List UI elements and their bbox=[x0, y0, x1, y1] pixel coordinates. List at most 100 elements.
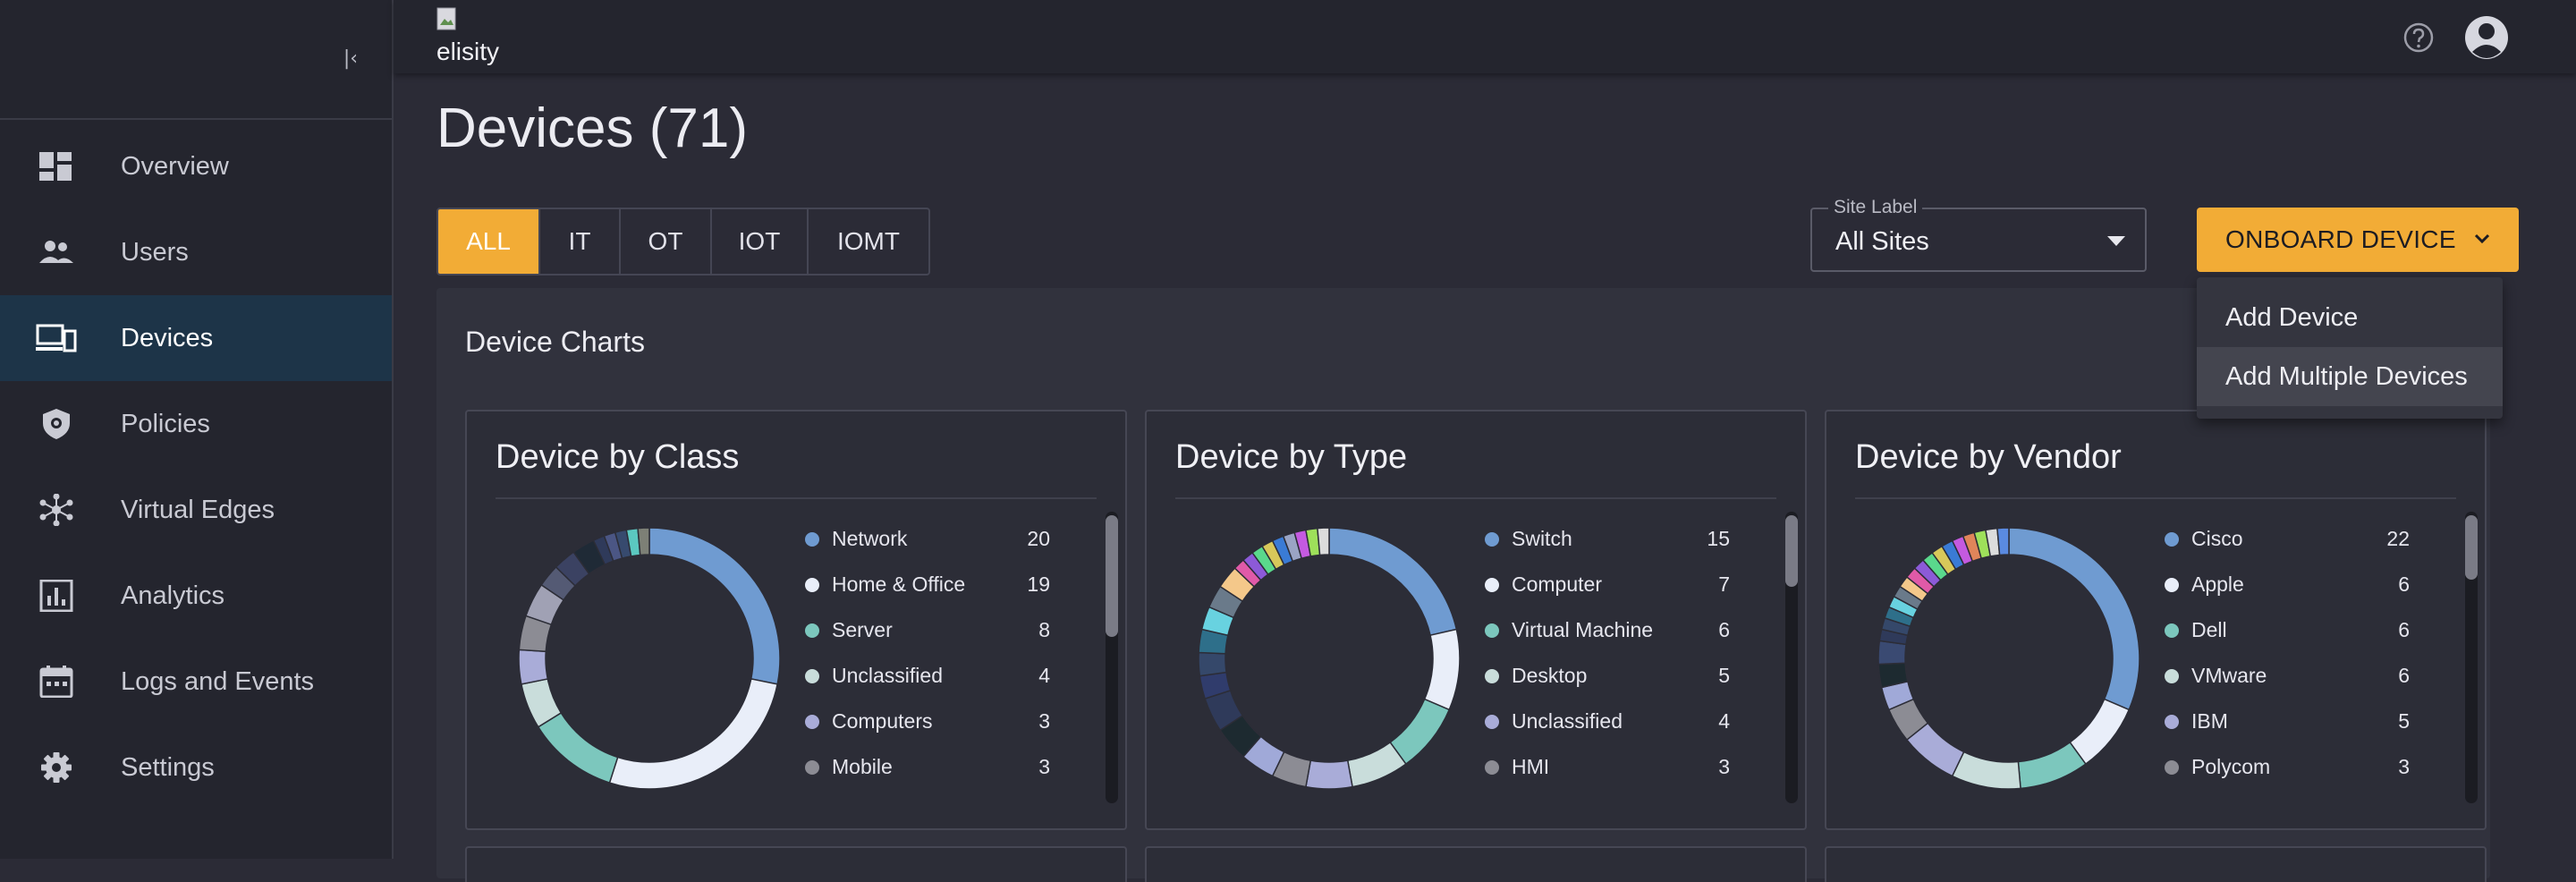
tab-it[interactable]: IT bbox=[540, 209, 621, 274]
legend-label: Home & Office bbox=[832, 572, 966, 596]
legend-item[interactable]: Desktop 5 bbox=[1485, 661, 1762, 707]
donut-slice-server[interactable] bbox=[537, 711, 619, 784]
legend-count: 3 bbox=[1718, 755, 1730, 778]
sidebar-item-devices[interactable]: Devices bbox=[0, 295, 392, 381]
legend-dot bbox=[2165, 669, 2179, 683]
legend-count: 15 bbox=[1707, 527, 1730, 550]
legend-count: 5 bbox=[2398, 709, 2410, 733]
menu-item-add-device[interactable]: Add Device bbox=[2225, 303, 2359, 332]
legend-item[interactable]: Switch 15 bbox=[1485, 524, 1762, 570]
sidebar-item-label: Policies bbox=[121, 409, 210, 438]
broken-image-icon bbox=[436, 7, 456, 30]
chart-card-device-by-class: Device by Class Network 20 Home & Office 19… bbox=[465, 410, 1127, 830]
legend-dot bbox=[2165, 760, 2179, 775]
legend-count: 6 bbox=[2398, 618, 2410, 641]
tab-ot[interactable]: OT bbox=[621, 209, 712, 274]
donut-slice-unclassified[interactable] bbox=[1305, 759, 1353, 790]
legend-dot bbox=[1485, 669, 1499, 683]
chart-title: Device by Type bbox=[1175, 438, 1408, 476]
legend-item[interactable]: Network 20 bbox=[805, 524, 1082, 570]
donut-slice-home-office[interactable] bbox=[608, 678, 778, 790]
collapse-sidebar-icon[interactable]: |‹ bbox=[343, 47, 359, 70]
sidebar-item-users[interactable]: Users bbox=[0, 209, 392, 295]
legend-item[interactable]: Server 8 bbox=[805, 615, 1082, 661]
legend-scrollbar-thumb[interactable] bbox=[2465, 515, 2478, 580]
legend-count: 4 bbox=[1038, 664, 1050, 687]
legend-item[interactable]: Polycom 3 bbox=[2165, 752, 2442, 798]
legend-label: Cisco bbox=[2191, 527, 2243, 550]
legend-count: 20 bbox=[1027, 527, 1050, 550]
donut-slice-other[interactable] bbox=[637, 527, 650, 556]
legend-item[interactable]: Mobile 3 bbox=[805, 752, 1082, 798]
sidebar-item-overview[interactable]: Overview bbox=[0, 123, 392, 209]
donut-slice-cisco[interactable] bbox=[2008, 527, 2140, 711]
donut-slice-other[interactable] bbox=[1996, 527, 2010, 556]
legend-item[interactable]: HMI 3 bbox=[1485, 752, 1762, 798]
donut-slice-vmware[interactable] bbox=[1951, 751, 2021, 790]
donut-chart-device-by-class bbox=[518, 527, 781, 790]
shield-icon bbox=[43, 409, 70, 439]
legend-dot bbox=[1485, 532, 1499, 547]
users-icon bbox=[39, 241, 73, 263]
device-category-tabs: ALL IT OT IOT IOMT bbox=[436, 208, 930, 276]
donut-slice-other[interactable] bbox=[1317, 527, 1330, 556]
legend-item[interactable]: Home & Office 19 bbox=[805, 570, 1082, 615]
site-label-select[interactable]: Site Label All Sites bbox=[1810, 197, 2147, 272]
donut-slice-computer[interactable] bbox=[1423, 628, 1461, 711]
legend-item[interactable]: Apple 6 bbox=[2165, 570, 2442, 615]
onboard-device-menu: Add Device Add Multiple Devices bbox=[2197, 277, 2503, 419]
legend-item[interactable]: Unclassified 4 bbox=[805, 661, 1082, 707]
legend-scrollbar-thumb[interactable] bbox=[1785, 515, 1798, 587]
legend-count: 3 bbox=[1038, 709, 1050, 733]
donut-slice-other[interactable] bbox=[1198, 651, 1227, 677]
legend-item[interactable]: Computer 7 bbox=[1485, 570, 1762, 615]
site-label-value: All Sites bbox=[1835, 227, 1929, 256]
legend-scrollbar-thumb[interactable] bbox=[1106, 515, 1118, 637]
sidebar-item-settings[interactable]: Settings bbox=[0, 725, 392, 810]
divider bbox=[496, 497, 1097, 499]
network-hub-icon bbox=[39, 494, 73, 526]
legend-label: Computer bbox=[1512, 572, 1602, 596]
donut-chart-device-by-type bbox=[1198, 527, 1461, 790]
legend-label: Apple bbox=[2191, 572, 2244, 596]
legend-label: Unclassified bbox=[832, 664, 943, 687]
tab-all[interactable]: ALL bbox=[438, 209, 540, 274]
donut-slice-dell[interactable] bbox=[2017, 741, 2087, 790]
donut-slice-network[interactable] bbox=[648, 527, 781, 685]
legend-label: Polycom bbox=[2191, 755, 2271, 778]
legend-count: 8 bbox=[1038, 618, 1050, 641]
donut-slice-switch[interactable] bbox=[1328, 527, 1458, 637]
donut-slice-computers[interactable] bbox=[518, 649, 549, 685]
legend-item[interactable]: Computers 3 bbox=[805, 707, 1082, 752]
legend-item[interactable]: Cisco 22 bbox=[2165, 524, 2442, 570]
sidebar-item-policies[interactable]: Policies bbox=[0, 381, 392, 467]
sidebar-item-label: Virtual Edges bbox=[121, 495, 275, 524]
sidebar-item-logs-and-events[interactable]: Logs and Events bbox=[0, 639, 392, 725]
legend-count: 4 bbox=[1718, 709, 1730, 733]
legend-dot bbox=[2165, 715, 2179, 729]
onboard-device-button[interactable]: ONBOARD DEVICE bbox=[2197, 208, 2519, 272]
tab-iomt[interactable]: IOMT bbox=[837, 227, 900, 255]
help-circle-icon[interactable] bbox=[2401, 20, 2436, 55]
account-circle-icon[interactable] bbox=[2463, 14, 2510, 61]
legend-item[interactable]: Unclassified 4 bbox=[1485, 707, 1762, 752]
menu-item-add-multiple-devices[interactable]: Add Multiple Devices bbox=[2197, 347, 2503, 406]
legend-dot bbox=[805, 715, 819, 729]
legend-item[interactable]: VMware 6 bbox=[2165, 661, 2442, 707]
legend-scrollbar-track[interactable] bbox=[2465, 512, 2478, 803]
legend-item[interactable]: Dell 6 bbox=[2165, 615, 2442, 661]
legend-label: IBM bbox=[2191, 709, 2228, 733]
tab-iot[interactable]: IOT bbox=[712, 209, 809, 274]
sidebar-item-label: Analytics bbox=[121, 581, 225, 610]
legend-count: 6 bbox=[2398, 664, 2410, 687]
sidebar-item-virtual-edges[interactable]: Virtual Edges bbox=[0, 467, 392, 553]
sidebar-item-analytics[interactable]: Analytics bbox=[0, 553, 392, 639]
legend-label: Desktop bbox=[1512, 664, 1588, 687]
legend-item[interactable]: IBM 5 bbox=[2165, 707, 2442, 752]
chart-legend: Cisco 22 Apple 6 Dell 6 VMware 6 IBM 5 Polycom 3 bbox=[2165, 524, 2442, 798]
sidebar-item-label: Settings bbox=[121, 752, 215, 782]
logo-alt-text[interactable]: elisity bbox=[436, 38, 500, 65]
legend-dot bbox=[805, 532, 819, 547]
legend-item[interactable]: Virtual Machine 6 bbox=[1485, 615, 1762, 661]
legend-dot bbox=[2165, 578, 2179, 592]
